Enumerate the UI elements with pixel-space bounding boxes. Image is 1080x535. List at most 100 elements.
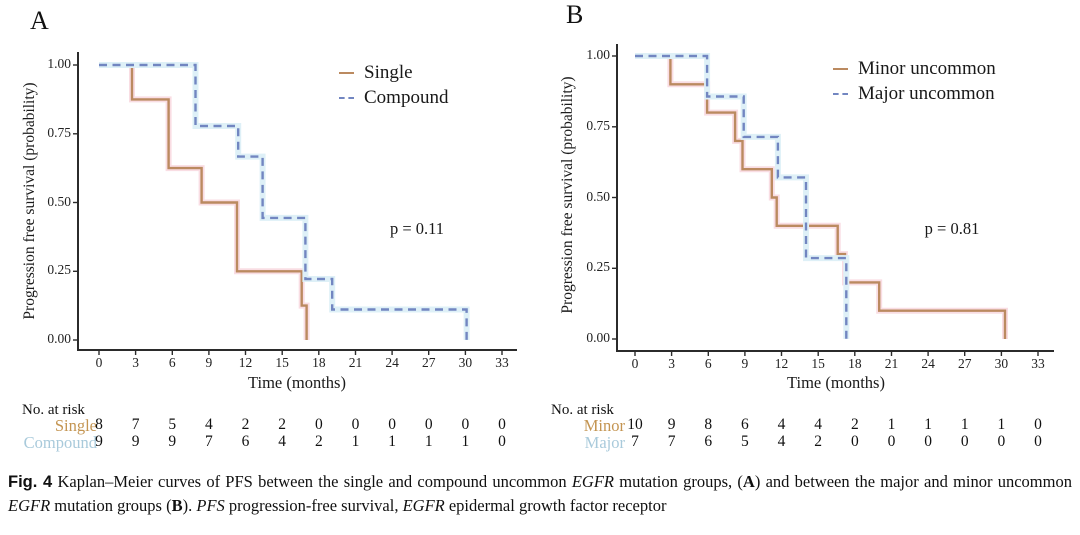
panel-b-label: B: [566, 0, 584, 29]
risk-count: 7: [667, 433, 676, 450]
legend-label-major-uncommon: Major uncommon: [858, 82, 995, 104]
risk-count: 0: [1034, 416, 1042, 433]
x-tick-label: 3: [132, 355, 139, 370]
risk-count: 1: [997, 416, 1006, 433]
risk-count: 5: [741, 433, 749, 450]
caption-run: EGFR: [8, 496, 51, 515]
legend-item-single: Single: [339, 60, 448, 85]
major-uncommon-line-key-icon: [833, 92, 848, 95]
figure-caption: Fig. 4 Kaplan–Meier curves of PFS betwee…: [8, 470, 1072, 517]
x-tick-label: 30: [458, 355, 473, 370]
y-tick-label: 0.25: [47, 262, 71, 278]
y-tick-label: 0.75: [586, 117, 610, 133]
p-value-panel-b: p = 0.81: [924, 219, 980, 238]
risk-count: 2: [850, 416, 859, 433]
x-tick-label: 12: [774, 356, 789, 371]
x-tick-label: 12: [238, 355, 253, 370]
risk-count: 1: [887, 416, 896, 433]
x-tick-label: 27: [421, 355, 436, 370]
p-value-panel-a: p = 0.11: [389, 219, 445, 238]
caption-run: A: [742, 472, 755, 491]
x-tick-label: 0: [631, 356, 639, 371]
x-tick-label: 9: [205, 355, 213, 370]
risk-count: 9: [168, 433, 177, 450]
km-curve-major-uncommon: [635, 54, 848, 339]
x-tick-label: 0: [95, 355, 103, 370]
legend-item-compound: Compound: [339, 85, 448, 110]
caption-run: mutation groups (: [50, 496, 172, 515]
risk-count: 2: [314, 433, 323, 450]
risk-table-title-a: No. at risk: [22, 402, 85, 418]
x-tick-label: 33: [1031, 356, 1045, 371]
x-tick-label: 24: [921, 356, 935, 371]
legend-item-minor-uncommon: Minor uncommon: [833, 56, 996, 81]
risk-count: 0: [887, 433, 896, 450]
caption-run: EGFR: [402, 496, 445, 515]
panel-a-label: A: [30, 6, 49, 35]
legend-item-major-uncommon: Major uncommon: [833, 81, 996, 106]
caption-run: epidermal growth factor receptor: [444, 496, 667, 515]
minor-uncommon-line-key-icon: [833, 67, 848, 70]
risk-count: 1: [960, 416, 969, 433]
x-tick-label: 33: [495, 355, 509, 370]
panel-b-x-axis-title: Time (months): [787, 373, 885, 392]
risk-count: 0: [960, 433, 969, 450]
risk-count: 1: [424, 433, 433, 450]
risk-count: 9: [95, 433, 103, 450]
risk-row-label-minor: Minor: [583, 416, 625, 435]
panel-b-legend: Minor uncommon Major uncommon: [833, 56, 996, 106]
y-tick-label: 1.00: [47, 56, 71, 71]
x-tick-label: 27: [957, 356, 972, 371]
caption-run: Kaplan–Meier curves of PFS between the s…: [52, 472, 572, 491]
x-tick-label: 21: [884, 356, 899, 371]
legend-label-minor-uncommon: Minor uncommon: [858, 57, 996, 79]
risk-count: 0: [388, 416, 396, 433]
risk-count: 6: [741, 416, 749, 433]
x-tick-label: 6: [704, 356, 712, 371]
risk-row-label-compound: Compound: [23, 433, 97, 452]
risk-count: 10: [627, 416, 643, 433]
km-path: [635, 53, 850, 339]
risk-count: 0: [924, 433, 932, 450]
risk-count: 1: [461, 433, 470, 450]
x-tick-label: 21: [348, 355, 363, 370]
panel-a-legend: Single Compound: [339, 60, 448, 110]
y-tick-label: 0.25: [586, 259, 610, 275]
single-line-key-icon: [339, 71, 354, 74]
risk-count: 0: [997, 433, 1006, 450]
risk-count: 0: [498, 433, 506, 450]
risk-count: 0: [314, 416, 323, 433]
x-tick-label: 18: [848, 356, 862, 371]
caption-run: EGFR: [571, 472, 614, 491]
km-curve-single: [99, 63, 308, 340]
x-tick-label: 30: [994, 356, 1009, 371]
caption-run: ).: [182, 496, 197, 515]
compound-line-key-icon: [339, 96, 354, 99]
risk-count: 5: [168, 416, 177, 433]
risk-count: 6: [241, 433, 250, 450]
caption-run: B: [171, 496, 183, 515]
risk-row-label-major: Major: [584, 433, 625, 452]
y-tick-label: 1.00: [586, 47, 610, 62]
km-path: [77, 52, 517, 351]
risk-count: 4: [777, 416, 786, 433]
x-tick-label: 18: [312, 355, 326, 370]
risk-count: 7: [131, 416, 140, 433]
caption-run: PFS: [196, 496, 225, 515]
km-curve-compound: [99, 63, 468, 340]
risk-count: 9: [131, 433, 140, 450]
x-tick-label: 3: [668, 356, 675, 371]
risk-count: 8: [95, 416, 103, 433]
risk-count: 0: [424, 416, 433, 433]
legend-label-single: Single: [364, 61, 413, 83]
risk-row-label-single: Single: [54, 416, 97, 435]
risk-count: 1: [924, 416, 932, 433]
km-path: [616, 44, 1054, 352]
risk-count: 6: [704, 433, 713, 450]
x-tick-label: 6: [168, 355, 176, 370]
risk-count: 0: [850, 433, 859, 450]
y-tick-label: 0.75: [47, 124, 71, 140]
risk-count: 0: [1034, 433, 1042, 450]
y-tick-label: 0.00: [47, 331, 71, 346]
